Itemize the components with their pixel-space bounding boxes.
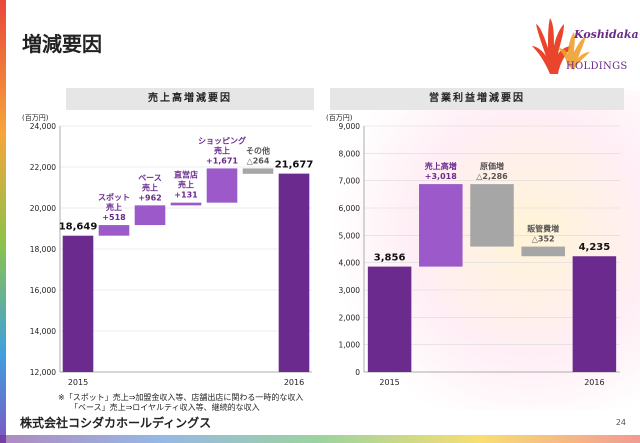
bar-value-label: △352 [532, 235, 555, 244]
bar-1 [62, 235, 94, 372]
bar-value-label: 18,649 [59, 222, 98, 233]
bar-category-label: 直営店 [174, 170, 198, 180]
x-tick-label: 2016 [584, 378, 604, 387]
bar-2 [419, 184, 463, 267]
footnote-base: 「ベース」売上⇒ロイヤルティ収入等、継続的な収入 [70, 403, 260, 412]
y-tick-label: 24,000 [30, 122, 56, 131]
y-tick-label: 9,000 [339, 122, 361, 131]
bar-3 [470, 184, 514, 247]
bar-category-label: ベース [138, 173, 162, 182]
company-name: 株式会社コシダカホールディングス [20, 416, 212, 430]
bar-value-label: 21,677 [275, 160, 314, 171]
bar-4 [521, 246, 565, 257]
bar-7 [278, 173, 310, 372]
bar-1 [367, 266, 412, 372]
bar-3 [134, 205, 166, 226]
bar-category-label: その他 [246, 145, 270, 155]
y-tick-label: 8,000 [339, 149, 361, 158]
bar-category-label: 売上 [106, 202, 122, 212]
bar-category-label: 売上 [214, 145, 230, 155]
y-tick-label: 16,000 [30, 286, 56, 295]
y-tick-label: 12,000 [30, 368, 56, 377]
y-tick-label: 7,000 [339, 177, 361, 186]
bar-value-label: 3,856 [374, 253, 406, 264]
x-tick-label: 2016 [284, 378, 304, 387]
y-tick-label: 0 [355, 368, 360, 377]
bar-4 [170, 202, 202, 206]
bar-category-label: 売上 [142, 182, 158, 192]
bar-category-label: 販管費増 [527, 224, 559, 234]
x-tick-label: 2015 [379, 378, 399, 387]
x-tick-label: 2015 [68, 378, 88, 387]
y-tick-label: 5,000 [339, 231, 361, 240]
page-number: 24 [615, 418, 626, 427]
sales-chart-title: 売上高増減要因 [66, 88, 314, 110]
bar-5 [572, 256, 617, 372]
y-tick-label: 4,000 [339, 259, 361, 268]
y-tick-label: 18,000 [30, 245, 56, 254]
y-tick-label: 2,000 [339, 313, 361, 322]
profit-chart-title: 営業利益増減要因 [330, 88, 624, 110]
bar-value-label: +1,671 [206, 156, 238, 165]
y-tick-label: 6,000 [339, 204, 361, 213]
bar-category-label: 原価増 [480, 161, 504, 171]
accent-bar-left [0, 0, 6, 443]
bar-value-label: +131 [174, 191, 198, 200]
profit-waterfall-chart: (百万円) 0 1,000 2,000 3,000 4,000 5,000 6,000 7,00… [326, 114, 620, 387]
page-title: 増減要因 [22, 32, 102, 56]
y-tick-label: 3,000 [339, 286, 361, 295]
logo-subtext: HOLDINGS [566, 61, 628, 72]
bar-value-label: 4,235 [579, 242, 611, 253]
bar-value-label: +962 [138, 193, 161, 202]
bar-2 [98, 225, 130, 236]
bar-value-label: △2,286 [476, 172, 508, 181]
bar-value-label: +518 [102, 213, 126, 222]
sales-waterfall-chart: (百万円) 12,000 14,000 16,000 18,000 20,000 22,00… [22, 114, 314, 387]
y-tick-label: 22,000 [30, 163, 56, 172]
y-tick-label: 14,000 [30, 327, 56, 336]
bar-category-label: 売上高増 [425, 161, 457, 171]
bar-6 [242, 168, 274, 174]
footnote-spot: ※「スポット」売上⇒加盟金収入等、店舗出店に関わる一時的な収入 [58, 393, 304, 402]
y-tick-label: 1,000 [339, 341, 361, 350]
logo-hands-icon [532, 18, 590, 74]
y-axis-unit: (百万円) [22, 114, 49, 122]
bar-category-label: スポット [98, 192, 130, 202]
y-tick-label: 20,000 [30, 204, 56, 213]
accent-bar-bottom [0, 435, 640, 443]
bar-category-label: ショッピング [198, 135, 246, 145]
bar-5 [206, 168, 238, 203]
bar-value-label: △264 [247, 156, 270, 165]
logo-text: Koshidaka [574, 28, 639, 41]
bar-category-label: 売上 [178, 180, 194, 190]
y-axis-unit: (百万円) [326, 114, 353, 122]
bar-value-label: +3,018 [425, 172, 457, 181]
